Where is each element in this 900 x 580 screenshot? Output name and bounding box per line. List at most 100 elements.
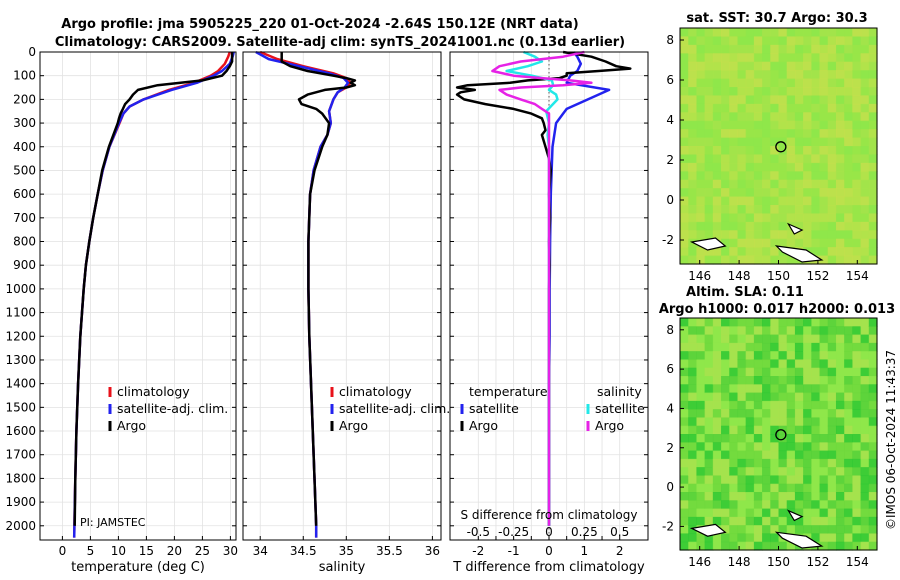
map-cell (827, 392, 837, 402)
map-cell (794, 318, 804, 327)
map-cell (844, 442, 853, 452)
map-cell (803, 188, 812, 198)
map-cell (844, 205, 853, 215)
map-cell (835, 442, 845, 452)
map-cell (762, 500, 771, 510)
map-cell (737, 492, 747, 501)
map-cell (762, 417, 771, 427)
map-cell (786, 154, 796, 164)
map-cell (712, 205, 722, 215)
map-cell (696, 103, 706, 113)
x-tick-label: 34 (253, 544, 268, 558)
map-cell (852, 458, 862, 468)
map-cell (860, 359, 870, 369)
map-cell (835, 483, 845, 493)
map-cell (844, 417, 853, 427)
map-cell (811, 376, 821, 385)
map-cell (704, 44, 714, 54)
map-cell (745, 334, 755, 344)
map-cell (688, 112, 698, 122)
map-cell (803, 400, 812, 410)
map-cell (827, 318, 837, 327)
map-cell (696, 137, 706, 147)
map-cell (680, 500, 689, 510)
map-cell (844, 425, 853, 435)
map-cell (786, 129, 796, 139)
map-cell (786, 188, 796, 198)
x-tick-label: 36 (425, 544, 440, 558)
map-cell (762, 78, 771, 88)
map-cell (770, 87, 780, 97)
map-cell (721, 342, 730, 352)
map-cell (712, 213, 722, 223)
map-cell (753, 417, 763, 427)
map-cell (737, 417, 747, 427)
map-cell (852, 78, 862, 88)
map-cell (803, 87, 812, 97)
map-cell (762, 255, 771, 265)
map-cell (811, 196, 821, 206)
map-cell (770, 230, 780, 240)
map-x-tick-label: 152 (806, 555, 829, 569)
y-tick-label: 600 (13, 187, 36, 201)
map-cell (712, 61, 722, 71)
x-tick-label: 20 (167, 544, 182, 558)
map-cell (704, 500, 714, 510)
map-cell (860, 61, 870, 71)
map-cell (745, 137, 755, 147)
map-cell (737, 137, 747, 147)
map-cell (827, 61, 837, 71)
map-cell (721, 70, 730, 80)
map-cell (852, 425, 862, 435)
map-cell (868, 44, 878, 54)
map-cell (712, 500, 722, 510)
map-cell (737, 450, 747, 460)
map-cell (729, 318, 739, 327)
map-cell (696, 392, 706, 402)
map-cell (811, 342, 821, 352)
map-cell (811, 154, 821, 164)
map-cell (835, 425, 845, 435)
map-cell (811, 44, 821, 54)
map-cell (770, 417, 780, 427)
map-cell (745, 409, 755, 419)
map-cell (729, 137, 739, 147)
map-cell (762, 95, 771, 105)
map-cell (794, 442, 804, 452)
map-cell (819, 525, 829, 535)
map-cell (852, 205, 862, 215)
map-cell (688, 483, 698, 493)
map-cell (770, 44, 780, 54)
map-cell (753, 87, 763, 97)
map-cell (835, 434, 845, 443)
map-cell (852, 334, 862, 344)
map-cell (688, 146, 698, 156)
map-cell (827, 508, 837, 518)
map-cell (852, 351, 862, 361)
map-cell (811, 112, 821, 122)
island-outline (689, 523, 727, 537)
map-cell (868, 61, 878, 71)
map-cell (704, 196, 714, 206)
map-cell (868, 213, 878, 223)
map-cell (762, 61, 771, 71)
map-cell (721, 417, 730, 427)
map-cell (778, 458, 788, 468)
map-cell (835, 342, 845, 352)
map-cell (827, 112, 837, 122)
map-cell (860, 500, 870, 510)
map-cell (794, 78, 804, 88)
map-cell (811, 120, 821, 130)
map-cell (827, 409, 837, 419)
map-cell (811, 146, 821, 156)
map-cell (680, 492, 689, 501)
map-cell (688, 61, 698, 71)
map-cell (745, 458, 755, 468)
map-cell (762, 376, 771, 385)
map-cell (770, 475, 780, 485)
map-cell (786, 162, 796, 172)
map-cell (737, 53, 747, 63)
map-cell (803, 36, 812, 46)
map-cell (827, 87, 837, 97)
map-cell (794, 103, 804, 113)
